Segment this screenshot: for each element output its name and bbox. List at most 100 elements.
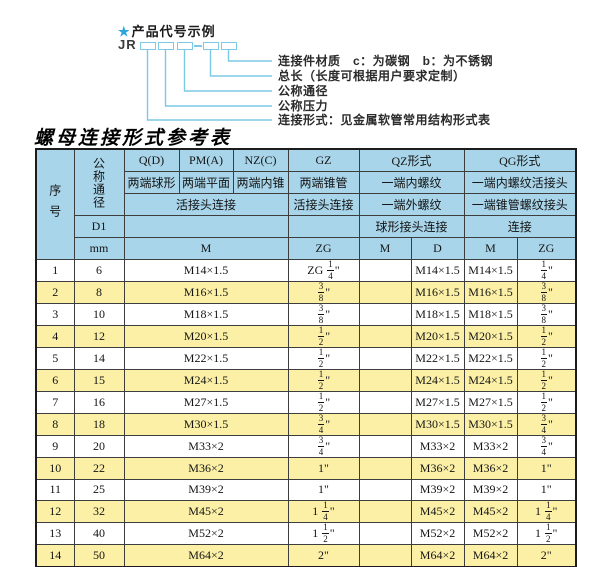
seq-cell: 4 — [35, 325, 75, 348]
mm-cell: 12 — [73, 325, 125, 348]
qz-m-cell — [358, 391, 412, 414]
qg-m-cell: M39×2 — [463, 478, 518, 501]
qg-zg-cell: 2" — [516, 544, 577, 567]
header-col-gz: GZ — [287, 148, 360, 172]
gz-cell: 1 2 " — [287, 391, 360, 414]
header-qz-m: M — [358, 237, 412, 260]
code-box-5 — [221, 42, 237, 50]
table-row: 4 12 M20×1.5 1 2 " M20×1.5 M20×1.5 1 2 " — [35, 325, 577, 348]
table-row: 2 8 M16×1.5 3 8 " M16×1.5 M16×1.5 3 8 " — [35, 281, 577, 304]
table-row: 1 6 M14×1.5 ZG 1 4 " M14×1.5 M14×1.5 1 4 " — [35, 259, 577, 282]
qg-m-cell: M52×2 — [463, 522, 518, 545]
table-row: 7 16 M27×1.5 1 2 " M27×1.5 M27×1.5 1 2 " — [35, 391, 577, 414]
header-pm-sub: 两端平面 — [178, 171, 234, 194]
header-col-qz: QZ形式 — [358, 148, 465, 172]
qg-zg-cell: 1 2 " — [516, 325, 577, 348]
seq-cell: 8 — [35, 413, 75, 436]
mm-cell: 10 — [73, 303, 125, 326]
qz-d-cell: M18×1.5 — [410, 303, 465, 326]
qg-m-cell: M36×2 — [463, 457, 518, 480]
gz-cell: 3 8 " — [287, 303, 360, 326]
qg-zg-cell: 3 8 " — [516, 303, 577, 326]
qg-m-cell: M20×1.5 — [463, 325, 518, 348]
qg-zg-cell: 1 2 " — [516, 391, 577, 414]
m-cell: M33×2 — [123, 435, 289, 458]
qg-zg-cell: 1" — [516, 457, 577, 480]
gz-cell: 3 8 " — [287, 281, 360, 304]
seq-cell: 13 — [35, 522, 75, 545]
qz-m-cell — [358, 522, 412, 545]
qg-zg-cell: 1 1 2 " — [516, 522, 577, 545]
qz-m-cell — [358, 457, 412, 480]
header-col-q: Q(D) — [123, 148, 180, 172]
mm-cell: 6 — [73, 259, 125, 282]
gz-cell: 1" — [287, 457, 360, 480]
qz-m-cell — [358, 281, 412, 304]
qz-d-cell: M22×1.5 — [410, 347, 465, 370]
header-seq-no: 序号 — [35, 148, 75, 260]
header-qg-zg: ZG — [516, 237, 577, 260]
code-prefix: JR — [118, 37, 137, 52]
qg-m-cell: M64×2 — [463, 544, 518, 567]
qg-m-cell: M14×1.5 — [463, 259, 518, 282]
nut-connection-reference-table: 序号 公称通径 Q(D) PM(A) NZ(C) GZ QZ形式 QG形式 两端… — [35, 148, 577, 567]
label-total-length: 总长（长度可根据用户要求定制） — [278, 69, 466, 83]
qg-m-cell: M45×2 — [463, 500, 518, 523]
qz-m-cell — [358, 369, 412, 392]
m-cell: M20×1.5 — [123, 325, 289, 348]
table-row: 3 10 M18×1.5 3 8 " M18×1.5 M18×1.5 3 8 " — [35, 303, 577, 326]
code-box-1 — [140, 42, 156, 50]
seq-cell: 14 — [35, 544, 75, 567]
product-code-diagram: ★产品代号示例 JR 连接件材质 c：为碳钢 b：为不锈钢 总长（长度可根据用户… — [0, 0, 600, 146]
seq-cell: 3 — [35, 303, 75, 326]
qg-zg-cell: 1 4 " — [516, 259, 577, 282]
table-row: 8 18 M30×1.5 3 4 " M30×1.5 M30×1.5 3 4 " — [35, 413, 577, 436]
mm-cell: 14 — [73, 347, 125, 370]
mm-cell: 25 — [73, 478, 125, 501]
qz-d-cell: M39×2 — [410, 478, 465, 501]
m-cell: M24×1.5 — [123, 369, 289, 392]
gz-cell: 1 1 4 " — [287, 500, 360, 523]
header-gz-sub: 两端锥管 — [287, 171, 360, 194]
table-row: 13 40 M52×2 1 1 2 " M52×2 M52×2 1 1 2 " — [35, 522, 577, 545]
seq-cell: 6 — [35, 369, 75, 392]
qz-m-cell — [358, 347, 412, 370]
diagram-title: ★产品代号示例 — [118, 21, 216, 40]
qz-d-cell: M27×1.5 — [410, 391, 465, 414]
header-nz-sub: 两端内锥 — [232, 171, 289, 194]
gz-cell: 1 2 " — [287, 325, 360, 348]
qz-d-cell: M14×1.5 — [410, 259, 465, 282]
qz-m-cell — [358, 325, 412, 348]
header-union-connection: 活接头连接 — [123, 193, 289, 216]
qz-m-cell — [358, 413, 412, 436]
table-body: 1 6 M14×1.5 ZG 1 4 " M14×1.5 M14×1.5 1 4 " 2 8 M16×1.… — [35, 259, 577, 567]
qg-zg-cell: 1 2 " — [516, 347, 577, 370]
m-cell: M18×1.5 — [123, 303, 289, 326]
header-qz-d: D — [410, 237, 465, 260]
qz-m-cell — [358, 303, 412, 326]
header-empty-gz — [287, 215, 360, 238]
table-row: 10 22 M36×2 1" M36×2 M36×2 1" — [35, 457, 577, 480]
qz-d-cell: M64×2 — [410, 544, 465, 567]
qz-d-cell: M36×2 — [410, 457, 465, 480]
header-qg-connection: 连接 — [463, 215, 577, 238]
connector-lines — [146, 50, 272, 121]
seq-cell: 12 — [35, 500, 75, 523]
mm-cell: 22 — [73, 457, 125, 480]
mm-cell: 32 — [73, 500, 125, 523]
label-material: 连接件材质 c：为碳钢 b：为不锈钢 — [278, 54, 494, 68]
header-qz-connection: 球形接头连接 — [358, 215, 465, 238]
gz-cell: 3 4 " — [287, 435, 360, 458]
qz-d-cell: M24×1.5 — [410, 369, 465, 392]
m-cell: M27×1.5 — [123, 391, 289, 414]
qg-m-cell: M30×1.5 — [463, 413, 518, 436]
header-qz-sub2: 一端外螺纹 — [358, 193, 465, 216]
seq-cell: 7 — [35, 391, 75, 414]
label-nominal-pressure: 公称压力 — [278, 99, 329, 113]
qg-m-cell: M24×1.5 — [463, 369, 518, 392]
seq-cell: 2 — [35, 281, 75, 304]
header-qg-sub1: 一端内螺纹活接头 — [463, 171, 577, 194]
qz-m-cell — [358, 259, 412, 282]
qz-d-cell: M16×1.5 — [410, 281, 465, 304]
m-cell: M16×1.5 — [123, 281, 289, 304]
